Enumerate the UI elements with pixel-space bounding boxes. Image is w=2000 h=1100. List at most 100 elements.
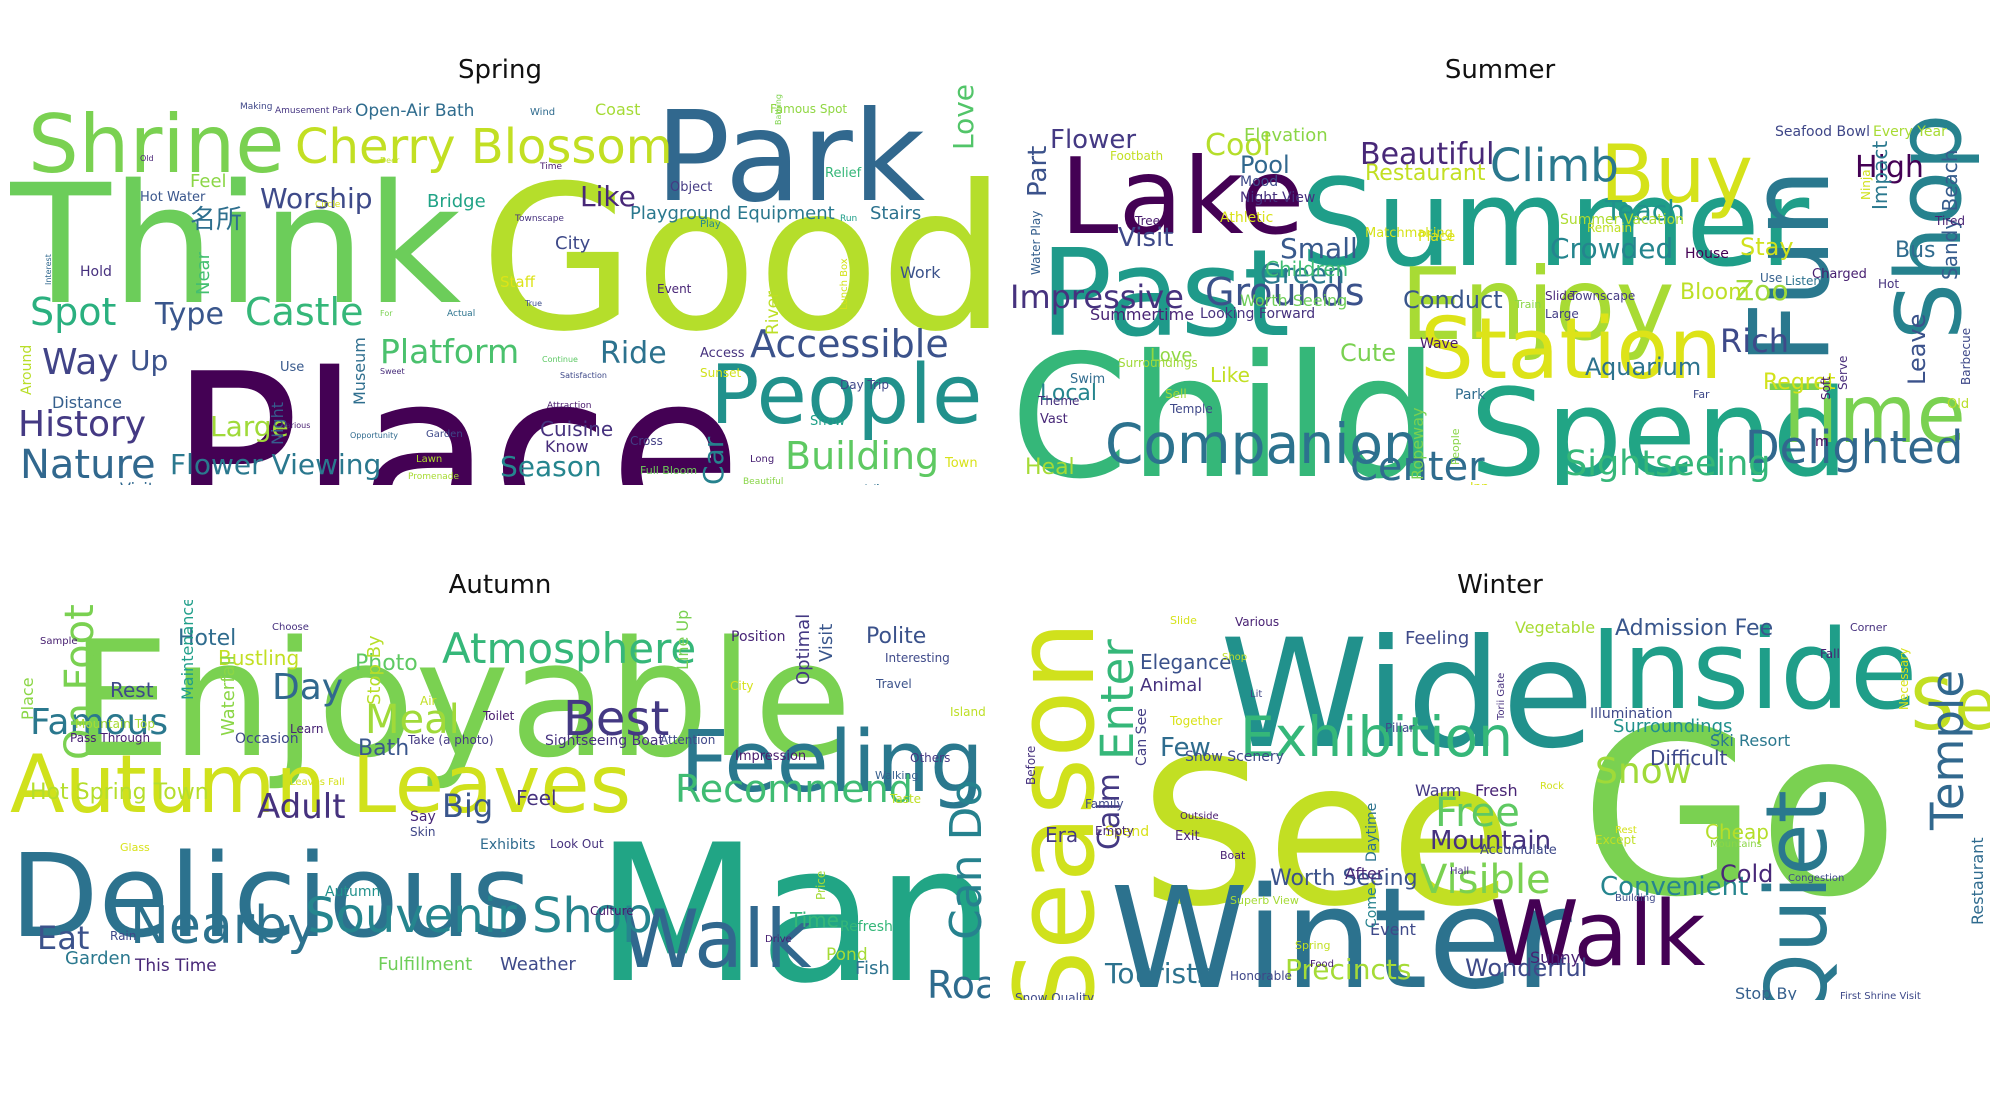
- spring-word: Spot: [30, 290, 117, 334]
- winter-word: Era: [1045, 823, 1079, 847]
- summer-word: Impact: [1868, 140, 1892, 210]
- winter-word: Shop: [1222, 652, 1248, 663]
- summer-word: Conduct: [1403, 286, 1503, 314]
- winter-word: Difficult: [1650, 746, 1728, 770]
- summer-word: Ninja: [1859, 169, 1873, 200]
- winter-word: Can See: [1134, 708, 1150, 766]
- summer-word: Water Play: [1029, 210, 1043, 275]
- autumn-word: Waterfall: [218, 655, 239, 736]
- winter-word: Visible: [1420, 857, 1551, 903]
- summer-word: Center: [1350, 444, 1485, 485]
- autumn-word: Time: [790, 908, 839, 932]
- spring-word: City: [555, 233, 591, 254]
- autumn-word: Skin: [410, 825, 436, 839]
- autumn-word: Say: [410, 809, 436, 825]
- summer-word: Grounds: [1205, 270, 1365, 314]
- spring-word: Flower Viewing: [170, 448, 382, 481]
- winter-word: Free: [1435, 790, 1520, 836]
- winter-word: Vegetable: [1515, 618, 1596, 637]
- winter-title: Winter: [1457, 570, 1543, 600]
- spring-word: Full Bloom: [640, 464, 698, 477]
- spring-word: Know: [545, 437, 589, 456]
- summer-word: Slide: [1545, 289, 1575, 303]
- summer-word: Green: [1260, 257, 1345, 290]
- summer-word-cloud: Child Summer Spend Past Fun Enjoy Station Lake B…: [1010, 85, 1990, 485]
- winter-word: Cold: [1720, 860, 1774, 888]
- summer-word: Impressive: [1010, 278, 1184, 316]
- autumn-word: Road: [927, 963, 990, 1000]
- winter-word: Torii Gate: [1496, 672, 1507, 720]
- spring-word: Open-Air Bath: [355, 101, 475, 121]
- winter-word: Event: [1370, 920, 1416, 939]
- summer-word: Children: [1265, 257, 1349, 281]
- summer-word: Elevation: [1244, 125, 1328, 146]
- autumn-word: Rain: [110, 929, 137, 943]
- spring-word: Cross: [630, 434, 663, 448]
- autumn-word: Place: [18, 677, 37, 720]
- autumn-word: Nearby: [130, 896, 318, 956]
- winter-word: See: [1140, 718, 1514, 951]
- winter-word: Tourists: [1105, 957, 1212, 990]
- summer-word: Sightseeing: [1565, 444, 1771, 484]
- winter-word: After: [1345, 864, 1384, 883]
- spring-word: True: [525, 299, 542, 308]
- summer-word: Child: [1010, 319, 1439, 485]
- summer-word: House: [1685, 246, 1729, 262]
- spring-word: Good: [480, 143, 990, 376]
- summer-word: Stay: [1740, 233, 1794, 261]
- spring-word: Season: [500, 450, 602, 483]
- spring-word: Work: [900, 263, 941, 282]
- winter-word: First Shrine Visit: [1840, 991, 1921, 1001]
- summer-word: Buy: [1600, 128, 1753, 221]
- spring-word: Townscape: [515, 214, 564, 224]
- autumn-word: Bath: [358, 736, 410, 761]
- summer-word: Footbath: [1110, 149, 1164, 163]
- autumn-word: Air: [420, 694, 437, 708]
- spring-word: Time: [540, 162, 563, 172]
- winter-word: Exit: [1175, 829, 1200, 844]
- autumn-word: Visit: [816, 623, 837, 662]
- spring-panel: Spring Good Place Think Park Shrine People Che…: [10, 55, 990, 485]
- winter-word: Winter: [1110, 858, 1572, 1001]
- summer-word: Tired: [1935, 214, 1965, 228]
- autumn-word: Pond: [826, 945, 868, 965]
- autumn-word: This Time: [135, 956, 217, 976]
- summer-word: Soft: [1819, 376, 1833, 400]
- spring-word: 名所: [190, 205, 243, 235]
- summer-word: Time: [1770, 368, 1966, 461]
- spring-word: Old: [140, 154, 154, 163]
- summer-word: Summer: [1300, 155, 1810, 294]
- autumn-word: Famous: [30, 702, 169, 743]
- autumn-word: Line Up: [673, 609, 692, 670]
- autumn-word: City: [730, 679, 754, 693]
- summer-word: Temple: [1170, 402, 1213, 416]
- winter-word: Various: [1235, 615, 1280, 629]
- summer-word: Sell: [1165, 387, 1187, 401]
- summer-word: Delighted: [1745, 421, 1964, 474]
- spring-word: Bathing: [774, 94, 783, 125]
- winter-word: Feeling: [1405, 628, 1470, 649]
- spring-word: Feel: [190, 171, 227, 192]
- autumn-word: Toilet: [483, 709, 515, 723]
- winter-word: Spring: [1295, 939, 1331, 952]
- summer-word: Listen: [1785, 274, 1821, 288]
- summer-word: Cute: [1340, 339, 1397, 367]
- spring-word: For: [380, 309, 393, 318]
- autumn-word: Feeling: [680, 713, 984, 812]
- autumn-word: Drive: [765, 934, 792, 945]
- winter-word: Sea: [1910, 664, 1990, 746]
- winter-word: Ski Resort: [1710, 731, 1791, 750]
- spring-word: Sweet: [380, 367, 405, 376]
- autumn-word: Mountain Top: [75, 717, 155, 731]
- spring-word: Opportunity: [350, 431, 399, 440]
- summer-word: Theme: [1038, 394, 1080, 408]
- spring-word-cloud: Good Place Think Park Shrine People Cherry Blo…: [10, 85, 990, 485]
- summer-word: Athletic: [1220, 210, 1274, 226]
- autumn-word: Stop By: [364, 635, 385, 705]
- summer-word: Heal: [1025, 455, 1075, 480]
- summer-word: People: [1449, 428, 1462, 465]
- summer-word: Beautiful: [1360, 137, 1495, 172]
- winter-panel: Winter Go See Wide Winter Inside Season Walk Qu…: [1010, 570, 1990, 1000]
- autumn-word: Maintenance: [178, 600, 197, 700]
- spring-word: Sunset: [700, 366, 742, 380]
